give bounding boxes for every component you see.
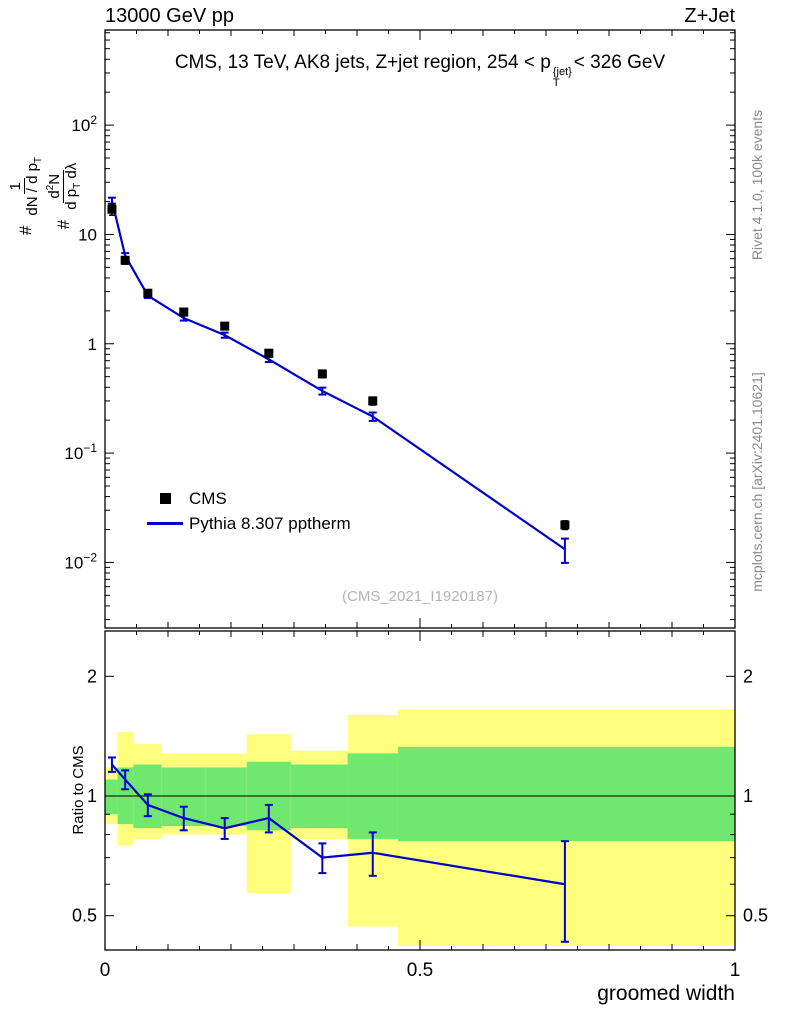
ratio-x-ticks: [104, 631, 736, 950]
ratio-band-inner: [105, 746, 735, 842]
svg-text:0: 0: [100, 960, 111, 981]
svg-text:1: 1: [743, 786, 753, 806]
plot-title: CMS, 13 TeV, AK8 jets, Z+jet region, 254…: [105, 52, 735, 89]
main-panel-frame: [104, 29, 736, 629]
ratio-ytick-labels: 0.5 0.5 1 1 2 2: [72, 666, 768, 925]
hash-symbol-2: #: [54, 219, 73, 230]
analysis-id-watermark: (CMS_2021_I1920187): [342, 588, 498, 605]
svg-text:0.5: 0.5: [407, 960, 433, 981]
legend-label-pythia: Pythia 8.307 pptherm: [189, 513, 351, 533]
pythia-line-icon: [147, 522, 183, 525]
x-axis-label: groomed width: [597, 982, 735, 1005]
legend-item-cms: CMS: [145, 486, 351, 511]
mcplots-reference-note: mcplots.cern.ch [arXiv:2401.10621]: [749, 372, 765, 592]
pt-jet-subscript: T: [552, 77, 560, 89]
svg-text:1: 1: [88, 335, 97, 354]
cms-marker-icon: [159, 493, 171, 504]
legend-label-cms: CMS: [189, 488, 227, 508]
legend-item-pythia: Pythia 8.307 pptherm: [145, 511, 351, 536]
svg-text:10−1: 10−1: [64, 441, 97, 463]
svg-text:2: 2: [87, 666, 97, 686]
pt-jet-symbol: {jet} T: [553, 67, 572, 89]
main-y-axis-label: # 1 dN / d pT # d2N d pT dλ: [7, 45, 84, 345]
main-y-axis-label-row2: # d2N d pT dλ: [44, 45, 84, 345]
ratio-y-axis-label: Ratio to CMS: [70, 745, 87, 835]
svg-text:2: 2: [743, 666, 753, 686]
rivet-version-note: Rivet 4.1.0, 100k events: [749, 109, 765, 261]
cms-error-bars: [108, 203, 568, 531]
legend: CMS Pythia 8.307 pptherm: [145, 486, 351, 536]
beam-energy-label: 13000 GeV pp: [105, 5, 234, 27]
fraction-one-over-dndpt: 1 dN / d pT: [6, 156, 45, 216]
main-ytick-labels: 10−2 10−1 1 10 102: [64, 113, 97, 572]
svg-text:102: 102: [71, 113, 97, 135]
main-y-ticks: [105, 32, 735, 621]
plot-title-text-end: < 326 GeV: [573, 52, 666, 73]
svg-text:10: 10: [78, 225, 97, 244]
ratio-y-ticks: [105, 675, 735, 917]
fraction-d2n: d2N d pT dλ: [44, 162, 84, 210]
svg-text:1: 1: [730, 960, 741, 981]
svg-text:1: 1: [87, 786, 97, 806]
svg-text:0.5: 0.5: [743, 906, 768, 926]
cms-data-points: [107, 204, 570, 530]
ratio-error-bars: [107, 756, 569, 943]
x-tick-labels: 0 0.5 1: [100, 960, 741, 981]
process-label: Z+Jet: [684, 5, 735, 27]
pt-jet-superscript: {jet}: [552, 66, 572, 78]
main-x-ticks: [104, 30, 736, 628]
svg-text:0.5: 0.5: [72, 906, 97, 926]
plot-title-text: CMS, 13 TeV, AK8 jets, Z+jet region, 254…: [174, 52, 551, 73]
hash-symbol-1: #: [16, 225, 35, 236]
svg-text:10−2: 10−2: [64, 550, 97, 572]
main-y-axis-label-row1: # 1 dN / d pT: [7, 45, 45, 345]
